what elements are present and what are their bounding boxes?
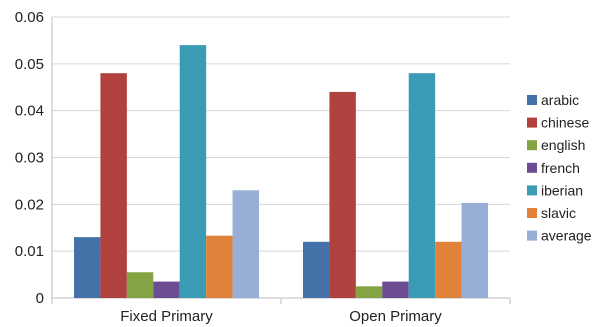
y-tick-label: 0 [36, 290, 44, 307]
legend-swatch-iberian [527, 185, 537, 196]
bar-average-fixed-primary [232, 190, 259, 298]
bar-french-open-primary [382, 281, 409, 298]
legend-label-chinese: chinese [541, 115, 589, 131]
x-category-label: Fixed Primary [120, 308, 213, 325]
legend-swatch-french [527, 162, 537, 173]
bar-average-open-primary [461, 202, 488, 298]
legend-swatch-arabic [527, 95, 537, 105]
legend-swatch-chinese [527, 117, 537, 128]
legend-label-english: english [541, 137, 585, 153]
bar-arabic-fixed-primary [74, 237, 101, 298]
y-tick-label: 0.02 [15, 196, 44, 213]
legend-swatch-english [527, 140, 537, 151]
y-tick-label: 0.04 [15, 103, 44, 120]
legend: arabic chinese english french iberian slavic a… [527, 92, 592, 244]
bar-english-open-primary [355, 286, 383, 298]
legend-swatch-average [527, 230, 537, 241]
legend-label-french: french [541, 160, 580, 176]
legend-swatch-slavic [527, 208, 537, 218]
bar-iberian-open-primary [408, 73, 436, 298]
legend-label-slavic: slavic [541, 205, 576, 221]
x-category-label: Open Primary [349, 308, 442, 325]
bar-chinese-open-primary [329, 91, 356, 298]
bar-french-fixed-primary [153, 281, 180, 298]
y-tick-label: 0.06 [15, 9, 44, 26]
bar-slavic-fixed-primary [206, 235, 233, 298]
bar-english-fixed-primary [126, 272, 154, 298]
axis-labels: 0 0.01 0.02 0.03 0.04 0.05 0.06 Fixed Primary Op… [15, 9, 442, 325]
legend-label-average: average [541, 228, 592, 244]
y-tick-label: 0.01 [15, 243, 44, 260]
legend-label-iberian: iberian [541, 182, 583, 198]
bar-arabic-open-primary [303, 241, 330, 298]
bars [74, 45, 488, 298]
bar-iberian-fixed-primary [179, 45, 207, 298]
y-tick-label: 0.03 [15, 150, 44, 167]
bar-slavic-open-primary [435, 241, 462, 298]
y-tick-label: 0.05 [15, 56, 44, 73]
legend-label-arabic: arabic [541, 92, 579, 108]
bar-chinese-fixed-primary [100, 73, 127, 298]
